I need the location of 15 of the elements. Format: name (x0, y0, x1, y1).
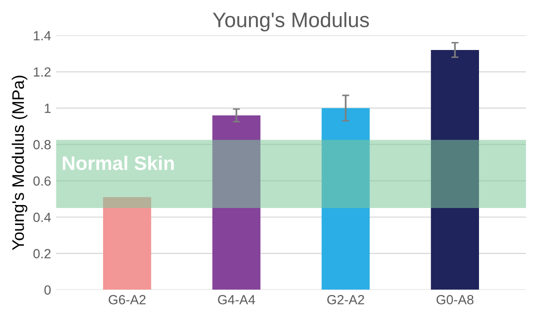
x-tick-label: G6-A2 (108, 295, 146, 304)
y-tick-label: 0.8 (33, 140, 51, 150)
x-tick-label: G2-A2 (327, 295, 364, 304)
y-axis-title: Young's Modulus (MPa) (12, 76, 28, 250)
x-tick-label: G0-A8 (436, 295, 474, 304)
y-tick-label: 0 (44, 285, 51, 295)
y-tick-label: 0.6 (33, 176, 51, 186)
x-tick-label: G4-A4 (218, 295, 256, 304)
band-label: Normal Skin (62, 156, 174, 170)
y-tick-label: 1 (44, 104, 51, 113)
chart-title: Young's Modulus (212, 12, 369, 32)
y-tick-label: 1.4 (34, 31, 51, 40)
y-tick-label: 0.2 (33, 249, 51, 258)
y-tick-label: 0.4 (33, 212, 51, 222)
y-tick-label: 1.2 (34, 67, 51, 77)
